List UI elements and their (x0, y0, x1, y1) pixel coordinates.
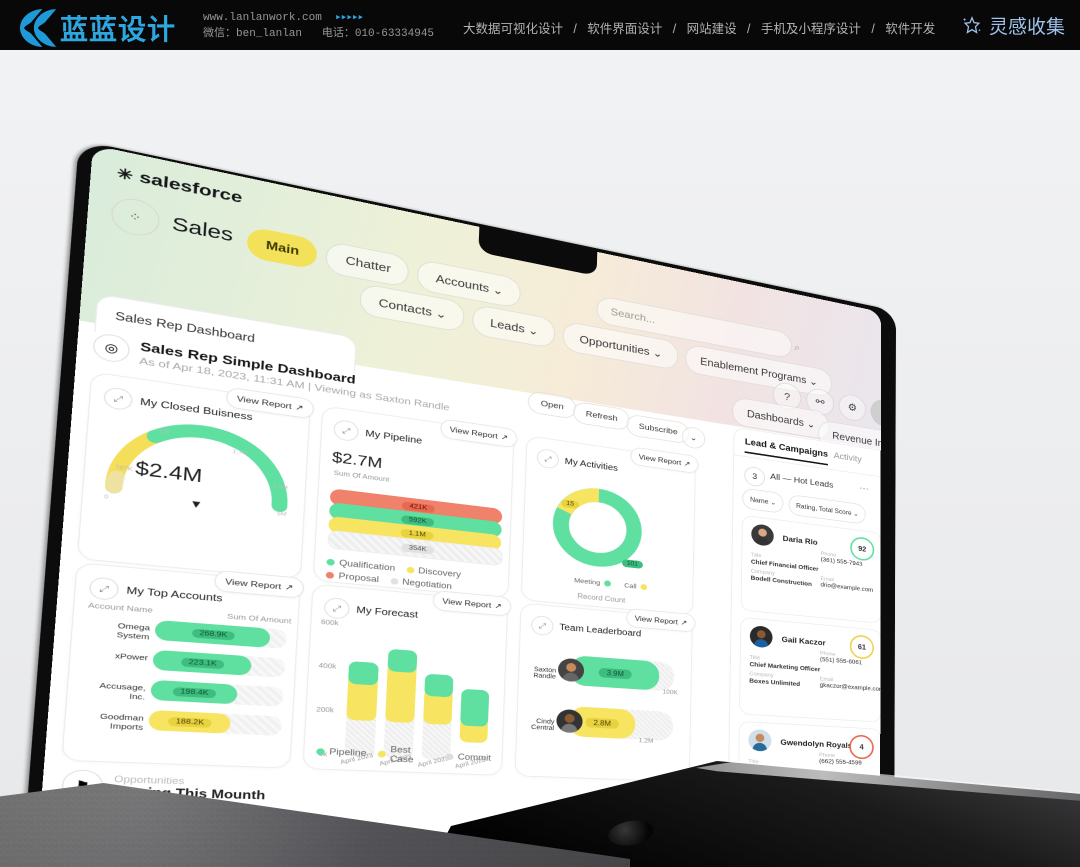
svg-text:5M: 5M (277, 511, 287, 518)
svg-text:1.7M: 1.7M (232, 449, 248, 457)
svg-text:0: 0 (104, 494, 109, 500)
